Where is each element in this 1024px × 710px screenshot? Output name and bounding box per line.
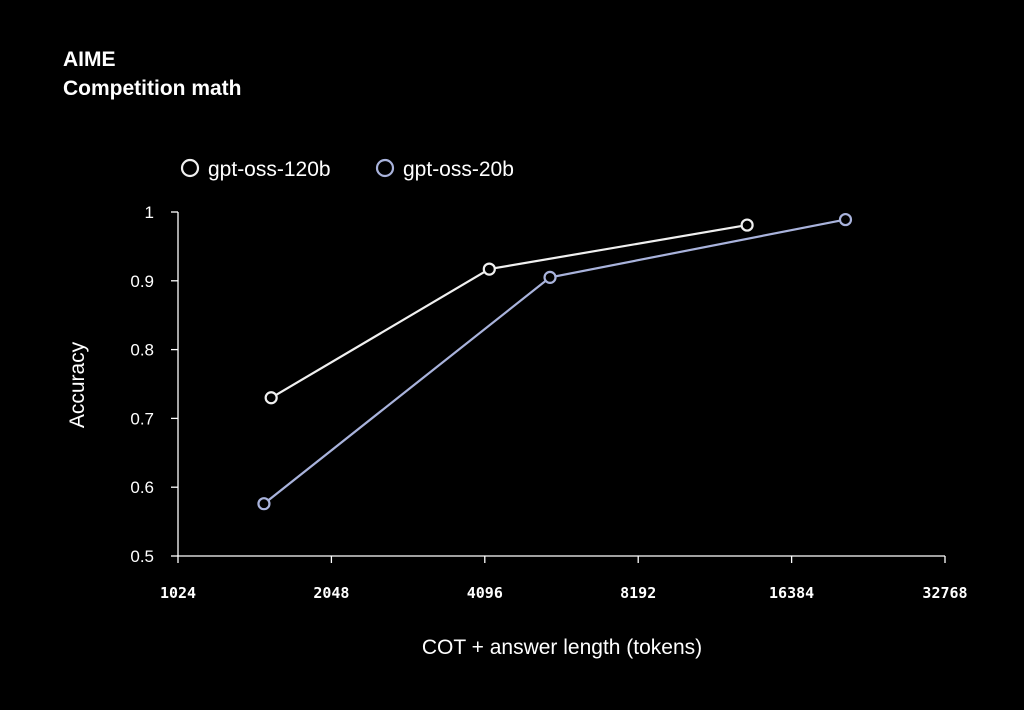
series-line [270,224,748,399]
y-tick-label: 1 [145,203,154,222]
data-point [482,262,496,276]
legend-item: gpt-oss-120b [180,158,331,181]
y-axis-label: Accuracy [66,341,89,428]
legend-marker [375,158,395,178]
legend-label: gpt-oss-20b [403,158,514,181]
legend-item: gpt-oss-20b [375,158,514,181]
legend-label: gpt-oss-120b [208,158,331,181]
x-tick-label: 4096 [467,584,503,602]
x-tick-label: 8192 [620,584,656,602]
x-tick-label: 2048 [313,584,349,602]
x-tick-label: 32768 [922,584,967,602]
y-tick-label: 0.6 [130,478,154,497]
legend: gpt-oss-120b gpt-oss-20b [180,158,514,181]
data-point [257,497,271,511]
y-tick-label: 0.8 [130,341,154,360]
x-tick-label: 16384 [769,584,814,602]
y-tick-label: 0.5 [130,547,154,566]
data-point [838,212,853,227]
series-layer [257,212,853,511]
series-line [263,218,846,505]
axes: 0.5 0.6 0.7 0.8 0.9 1 1024 2048 4096 8192 16384 327… [130,203,967,602]
x-tick-label: 1024 [160,584,196,602]
data-point [543,270,557,284]
series-gpt-oss-120b [264,218,754,405]
data-point [264,391,278,405]
y-tick-label: 0.7 [130,409,154,428]
chart-subtitle: Competition math [63,77,242,100]
y-tick-label: 0.9 [130,272,154,291]
legend-marker [180,158,200,178]
data-point [740,218,754,232]
series-gpt-oss-20b [257,212,853,511]
x-axis-label: COT + answer length (tokens) [422,636,702,659]
chart-title: AIME [63,48,116,71]
